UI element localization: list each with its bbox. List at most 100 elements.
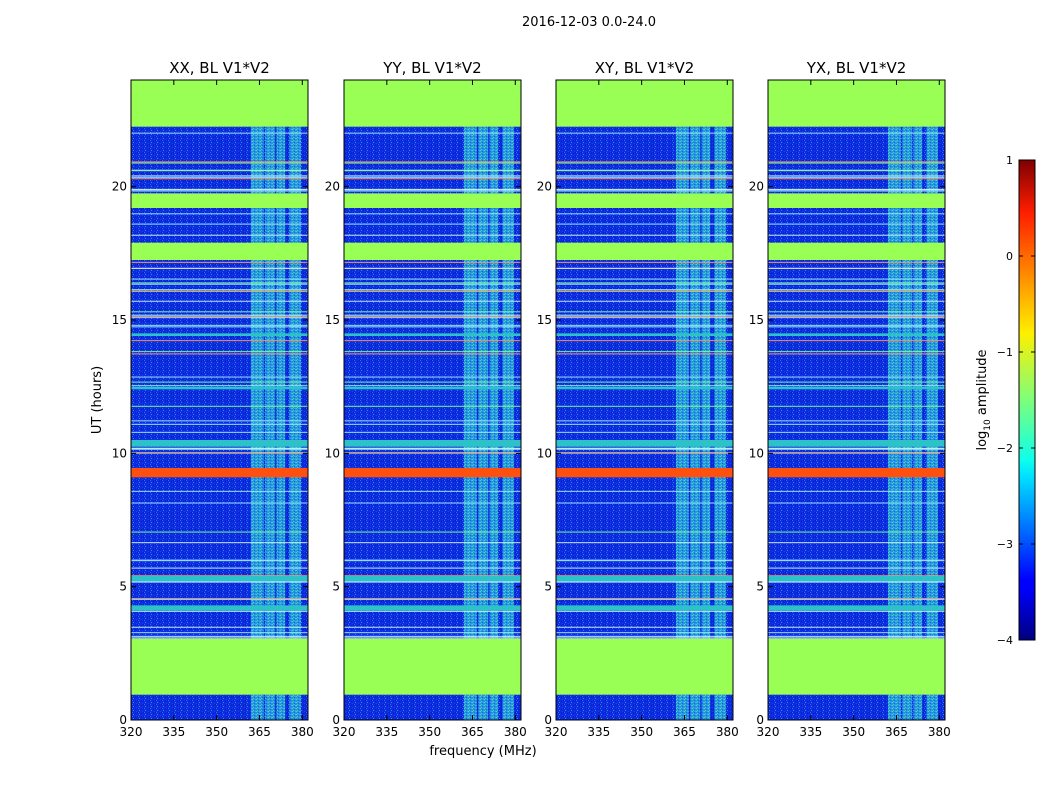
thin-line-xy-52 [556, 598, 733, 601]
thin-line-yy-54 [344, 261, 521, 264]
thin-line-yx-35 [768, 381, 945, 383]
thin-line-yy-19 [344, 162, 521, 164]
flagged-block-xy-1 [556, 242, 733, 260]
thin-line-xy-64 [556, 502, 733, 504]
y-tick-label-xx-5: 5 [119, 580, 127, 594]
thin-line-yy-0 [344, 637, 521, 639]
rfi-band-yy-0-0 [463, 694, 477, 720]
rfi-band-yx-2-0 [913, 694, 923, 720]
rfi-band-xy-0-2 [675, 208, 689, 243]
thin-line-yy-22 [344, 353, 521, 355]
rfi-band-xy-1-2 [690, 208, 701, 243]
thin-line-yx-55 [768, 288, 945, 291]
thin-line-yy-24 [344, 176, 521, 178]
thin-line-yx-42 [768, 597, 945, 600]
y-tick-label-xx-15: 15 [112, 313, 127, 327]
thin-line-xx-38 [131, 339, 308, 342]
thin-line-xy-6 [556, 223, 733, 225]
thin-line-yy-8 [344, 283, 521, 285]
rfi-band-yy-0-3 [463, 126, 477, 194]
thin-line-yx-69 [768, 581, 945, 583]
colorbar-ticks: 1 0 −1 −2 −3 −4 [997, 154, 1035, 647]
thin-line-yy-14 [344, 175, 521, 177]
thin-line-xy-34 [556, 315, 733, 318]
thin-line-yy-20 [344, 267, 521, 270]
flagged-block-xy-2 [556, 193, 733, 208]
thin-line-yy-59 [344, 635, 521, 638]
colorbar-label: log10 amplitude [975, 349, 993, 450]
thin-line-xy-43 [556, 559, 733, 561]
x-axis-label: frequency (MHz) [429, 744, 536, 759]
moderate-rfi-yy-4 [344, 386, 521, 390]
thin-line-xx-8 [131, 283, 308, 285]
moderate-rfi-yx-0 [768, 440, 945, 447]
colorbar-tick-label-−4: −4 [997, 634, 1013, 647]
rfi-band-xy-1-3 [690, 126, 701, 194]
thin-line-xx-52 [131, 598, 308, 601]
thin-line-yx-49 [768, 188, 945, 191]
thin-line-yy-31 [344, 326, 521, 328]
thin-line-xy-42 [556, 597, 733, 600]
thin-line-yy-53 [344, 324, 521, 327]
strong-rfi-xy-0 [556, 468, 733, 478]
thin-line-yy-12 [344, 169, 521, 171]
rfi-band-yy-1-2 [478, 208, 489, 243]
x-tick-label-yy-320: 320 [333, 725, 356, 739]
moderate-rfi-yx-3 [768, 576, 945, 582]
strong-rfi-yy-0 [344, 468, 521, 478]
panel-yy: YY, BL V1*V2 320 335 350 365 380 0 5 10 15 20 [325, 59, 527, 739]
x-tick-label-yy-380: 380 [504, 725, 527, 739]
thin-line-yy-29 [344, 452, 521, 454]
moderate-rfi-yx-2 [768, 605, 945, 611]
x-tick-label-yx-350: 350 [842, 725, 865, 739]
thin-line-yy-46 [344, 405, 521, 407]
thin-line-yy-38 [344, 339, 521, 342]
panel-frame-yy [343, 79, 522, 721]
thin-line-yx-1 [768, 490, 945, 492]
thin-line-xy-56 [556, 190, 733, 192]
thin-line-xy-20 [556, 267, 733, 270]
thin-line-xy-69 [556, 581, 733, 583]
panel-xx: XX, BL V1*V2 320 335 350 365 380 0 5 10 15 20 [112, 59, 314, 739]
thin-line-yy-15 [344, 448, 521, 450]
thin-line-yy-18 [344, 420, 521, 422]
thin-line-yy-43 [344, 559, 521, 561]
rfi-band-xx-3-2 [289, 208, 301, 243]
thin-line-xx-29 [131, 452, 308, 454]
x-tick-label-xy-365: 365 [673, 725, 696, 739]
thin-line-yx-51 [768, 632, 945, 634]
rfi-band-yx-0-2 [887, 208, 901, 243]
thin-line-yx-23 [768, 423, 945, 426]
thin-line-yy-23 [344, 423, 521, 426]
rfi-band-xx-1-3 [265, 126, 276, 194]
flagged-block-yy-3 [344, 80, 521, 127]
thin-line-xx-45 [131, 316, 308, 319]
thin-line-yx-63 [768, 350, 945, 353]
rfi-band-xy-2-3 [701, 126, 711, 194]
rfi-band-xy-0-0 [675, 694, 689, 720]
colorbar-tick-label-0: 0 [1006, 250, 1013, 263]
rfi-band-yx-3-2 [926, 208, 938, 243]
thin-line-yy-61 [344, 626, 521, 628]
moderate-rfi-yy-1 [344, 333, 521, 336]
thin-line-yy-42 [344, 597, 521, 600]
x-tick-label-yx-380: 380 [928, 725, 951, 739]
thin-line-yx-0 [768, 637, 945, 639]
thin-line-xx-65 [131, 531, 308, 533]
thin-line-xy-57 [556, 447, 733, 450]
thin-line-yy-64 [344, 502, 521, 504]
y-tick-label-yy-5: 5 [332, 580, 340, 594]
x-tick-label-yy-335: 335 [375, 725, 398, 739]
thin-line-xy-61 [556, 626, 733, 628]
moderate-rfi-xy-0 [556, 440, 733, 447]
colorbar-label-sub: 10 [983, 419, 993, 431]
thin-line-yx-19 [768, 162, 945, 164]
rfi-band-yy-2-3 [489, 126, 499, 194]
thin-line-yy-11 [344, 575, 521, 577]
thin-line-xx-53 [131, 324, 308, 327]
thin-line-yy-6 [344, 223, 521, 225]
thin-line-xx-18 [131, 420, 308, 422]
thin-line-yy-34 [344, 315, 521, 318]
